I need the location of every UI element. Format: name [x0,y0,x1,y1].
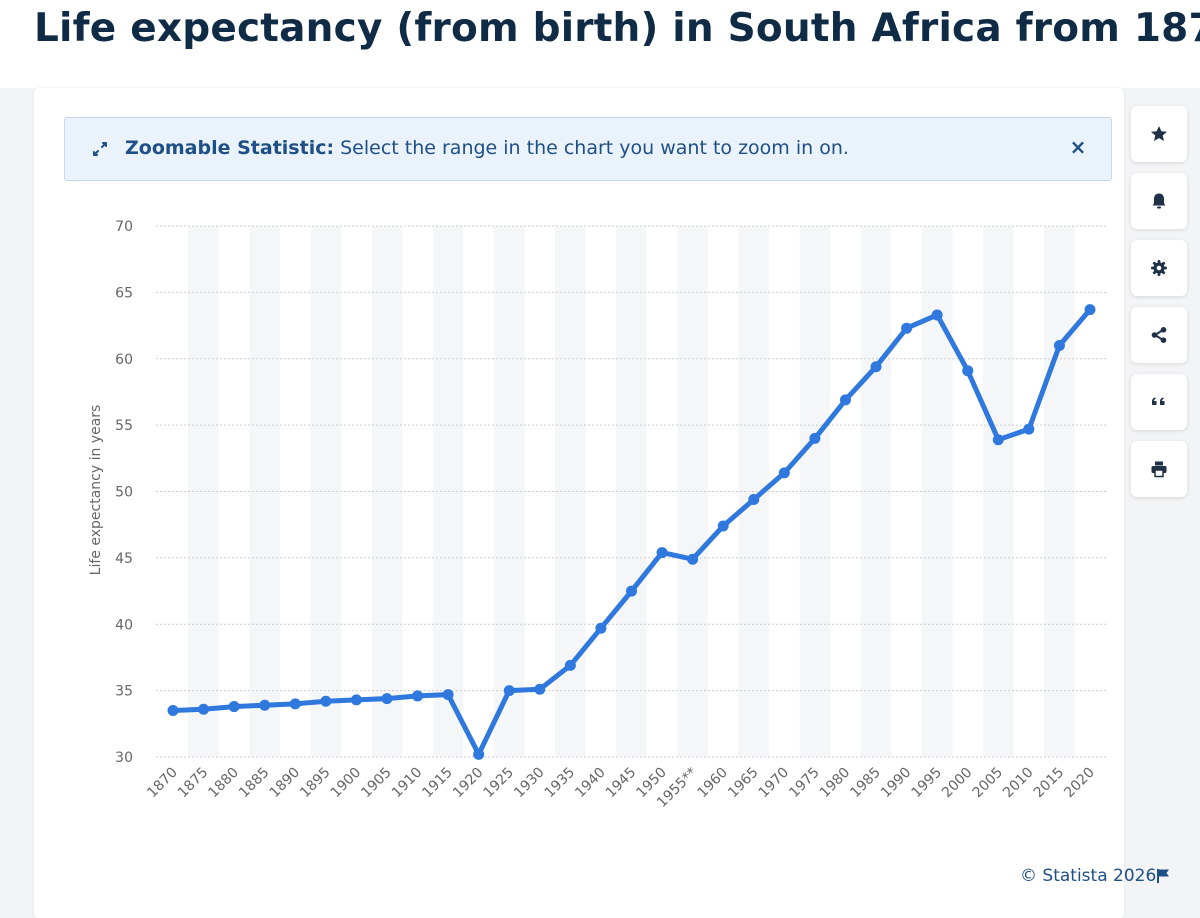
page-header: Life expectancy (from birth) in South Af… [0,0,1200,88]
data-point [381,693,393,705]
data-point [595,622,607,634]
x-tick-label: 1940 [572,765,609,802]
share-button[interactable] [1131,307,1187,363]
x-tick-label: 1870 [144,765,181,802]
data-point [717,520,729,532]
x-axis-ticks: 1870187518801885189018951900190519101915… [144,765,1098,811]
x-tick-label: 1960 [695,765,732,802]
x-tick-label: 2000 [939,765,976,802]
data-point [534,683,546,695]
data-point [1023,423,1035,435]
x-tick-label: 2010 [1000,765,1037,802]
x-tick-label: 1995 [908,765,945,802]
x-tick-label: 1890 [267,765,304,802]
x-tick-label: 1935 [542,765,579,802]
data-point [228,701,240,713]
x-tick-label: 1920 [450,765,487,802]
notification-button[interactable] [1131,173,1187,229]
x-tick-label: 1945 [603,765,640,802]
x-tick-label: 1910 [389,765,426,802]
data-point [289,698,301,710]
data-point [687,553,699,565]
y-axis-ticks: 30 35 40 45 50 55 60 65 70 [115,219,133,766]
data-point [198,703,210,715]
cite-button[interactable] [1131,374,1187,430]
data-point [839,394,851,406]
x-tick-label: 1905 [358,765,395,802]
zoom-banner: Zoomable Statistic: Select the range in … [64,117,1112,181]
data-point [350,694,362,706]
x-tick-label: 1930 [511,765,548,802]
data-point [473,748,485,760]
expand-icon [93,142,107,156]
data-point [809,432,821,444]
y-tick-label: 70 [115,219,133,235]
y-tick-label: 35 [115,684,133,700]
close-icon[interactable]: × [1069,135,1087,159]
data-point [931,309,943,321]
data-point [778,467,790,479]
star-icon [1151,126,1167,141]
y-tick-label: 45 [115,551,133,567]
data-point [503,685,515,697]
statista-credit[interactable]: © Statista 2026 [1020,866,1157,886]
x-tick-label: 1895 [297,765,334,802]
data-point [320,695,332,707]
y-tick-label: 30 [115,750,133,766]
data-point [748,493,760,505]
data-point [870,361,882,373]
data-point [1084,304,1096,316]
x-tick-label: 1990 [878,765,915,802]
zoom-banner-text: Zoomable Statistic: Select the range in … [125,137,849,159]
x-tick-label: 2020 [1061,765,1098,802]
data-point [564,659,576,671]
x-tick-label: 1880 [205,765,242,802]
x-tick-label: 1980 [817,765,854,802]
data-point [442,689,454,701]
chart-series [167,304,1096,760]
print-button[interactable] [1131,441,1187,497]
zoom-banner-label: Zoomable Statistic: [125,137,335,159]
favorite-button[interactable] [1131,106,1187,162]
y-axis-label: Life expectancy in years [88,405,104,576]
x-tick-label: 1875 [175,765,212,802]
share-icon [1151,327,1167,343]
data-point [656,547,668,559]
data-point [412,690,424,702]
x-tick-label: 2005 [970,765,1007,802]
x-tick-label: 1985 [847,765,884,802]
settings-button[interactable] [1131,240,1187,296]
x-tick-label: 1970 [756,765,793,802]
data-point [962,365,974,377]
x-tick-label: 1900 [328,765,365,802]
y-tick-label: 40 [115,617,133,633]
x-tick-label: 1885 [236,765,273,802]
data-point [901,322,913,334]
page-title: Life expectancy (from birth) in South Af… [34,6,1200,51]
data-point [259,699,271,711]
quote-icon [1152,397,1165,405]
data-point [1053,339,1065,351]
data-point [167,705,179,717]
y-tick-label: 65 [115,285,133,301]
flag-icon[interactable] [1156,868,1170,884]
zoom-banner-message: Select the range in the chart you want t… [334,137,849,159]
x-tick-label: 1975 [786,765,823,802]
bell-icon [1152,193,1166,209]
print-icon [1151,461,1167,478]
data-point [992,434,1004,446]
gear-icon [1151,260,1167,276]
y-tick-label: 60 [115,352,133,368]
y-tick-label: 50 [115,485,133,501]
y-tick-label: 55 [115,418,133,434]
x-tick-label: 1915 [419,765,456,802]
x-tick-label: 1965 [725,765,762,802]
data-point [626,585,637,597]
x-tick-label: 1925 [481,765,518,802]
x-tick-label: 2015 [1031,765,1068,802]
